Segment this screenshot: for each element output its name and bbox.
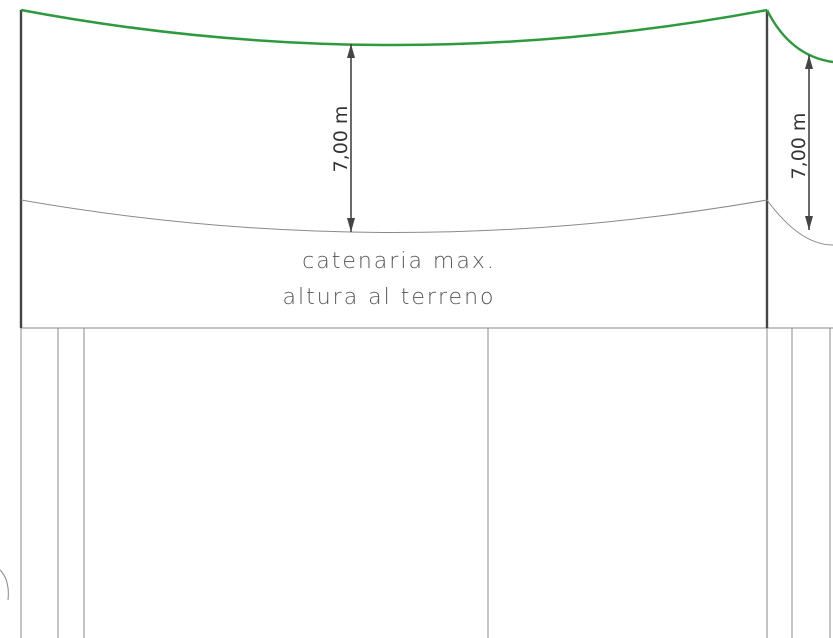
conductor-main-span xyxy=(20,8,768,47)
conductor-next-span xyxy=(765,9,833,64)
dimension-right-label: 7,00 m xyxy=(788,113,810,180)
edge-arc-fragment xyxy=(0,569,9,601)
dimension-right-arrow-bottom xyxy=(805,216,813,230)
catenary-caption: catenaria max. altura al terreno xyxy=(283,249,496,310)
conductor xyxy=(20,8,833,64)
dimension-right-arrow-top xyxy=(805,55,813,69)
dimension-left-label: 7,00 m xyxy=(330,106,352,173)
ground-section xyxy=(20,327,833,638)
caption-line-2: altura al terreno xyxy=(283,285,496,310)
poles xyxy=(19,10,769,328)
dimension-left-arrow-bottom xyxy=(347,218,355,232)
catenary-main-span xyxy=(20,199,768,233)
catenary-next-span xyxy=(766,199,833,246)
catenary-max xyxy=(20,199,833,246)
caption-line-1: catenaria max. xyxy=(302,249,496,274)
dimension-right: 7,00 m xyxy=(788,55,813,230)
dimension-left: 7,00 m xyxy=(330,44,355,232)
dimension-left-arrow-top xyxy=(347,44,355,58)
